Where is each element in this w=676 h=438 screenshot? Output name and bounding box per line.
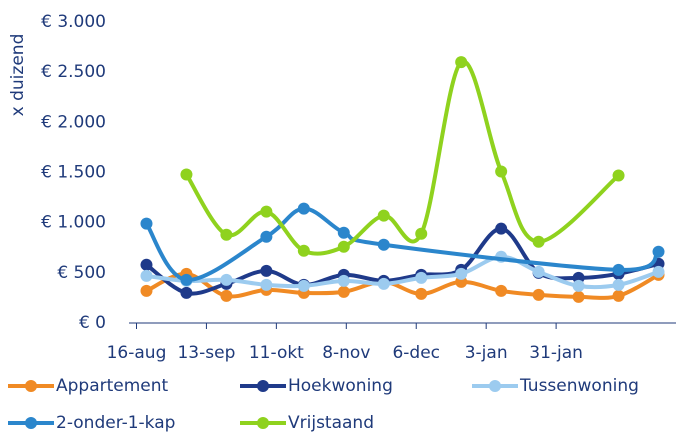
x-tick-label: 8-nov <box>322 343 370 363</box>
point <box>652 245 665 258</box>
point <box>377 209 390 222</box>
y-tick-label: € 0 <box>79 313 106 333</box>
point <box>377 238 390 251</box>
point <box>532 235 545 248</box>
point <box>532 265 545 278</box>
point <box>532 288 545 301</box>
point <box>220 289 233 302</box>
point <box>415 227 428 240</box>
point <box>495 222 508 235</box>
y-axis-label: x duizend <box>8 34 28 117</box>
point <box>572 290 585 303</box>
point <box>572 279 585 292</box>
legend-marker <box>489 380 501 392</box>
point <box>180 273 193 286</box>
point <box>140 284 153 297</box>
series-line <box>184 59 620 256</box>
point <box>495 165 508 178</box>
y-tick-label: € 2.000 <box>41 112 106 132</box>
point <box>297 279 310 292</box>
x-tick-label: 11-okt <box>249 343 304 363</box>
point <box>455 267 468 280</box>
point <box>220 273 233 286</box>
y-tick-label: € 1.500 <box>41 163 106 183</box>
point <box>297 244 310 257</box>
legend-label: Tussenwoning <box>519 376 639 396</box>
point <box>180 168 193 181</box>
point <box>140 269 153 282</box>
point <box>612 263 625 276</box>
point <box>337 285 350 298</box>
legend-label: Appartement <box>56 376 169 396</box>
x-tick-label: 13-sep <box>177 343 235 363</box>
point <box>260 230 273 243</box>
legend-marker <box>25 417 37 429</box>
y-tick-label: € 1.000 <box>41 213 106 233</box>
x-tick-label: 6-dec <box>392 343 440 363</box>
y-tick-label: € 3.000 <box>41 12 106 32</box>
series-line <box>144 206 660 282</box>
point <box>140 258 153 271</box>
point <box>337 226 350 239</box>
point <box>180 286 193 299</box>
legend-marker <box>25 380 37 392</box>
point <box>652 265 665 278</box>
x-tick-label: 31-jan <box>529 343 583 363</box>
point <box>377 277 390 290</box>
point <box>337 274 350 287</box>
point <box>415 271 428 284</box>
x-tick-label: 3-jan <box>465 343 508 363</box>
point <box>140 217 153 230</box>
point <box>297 202 310 215</box>
point <box>455 56 468 69</box>
legend-marker <box>257 380 269 392</box>
y-tick-label: € 500 <box>57 263 106 283</box>
point <box>612 278 625 291</box>
legend-label: Hoekwoning <box>288 376 393 396</box>
point <box>220 228 233 241</box>
point <box>260 205 273 218</box>
legend-label: Vrijstaand <box>288 413 374 433</box>
point <box>612 289 625 302</box>
point <box>337 240 350 253</box>
legend-marker <box>257 417 269 429</box>
y-tick-label: € 2.500 <box>41 62 106 82</box>
point <box>415 287 428 300</box>
point <box>260 264 273 277</box>
point <box>495 284 508 297</box>
point <box>260 278 273 291</box>
legend-label: 2-onder-1-kap <box>56 413 175 433</box>
point <box>612 169 625 182</box>
x-tick-label: 16-aug <box>107 343 167 363</box>
